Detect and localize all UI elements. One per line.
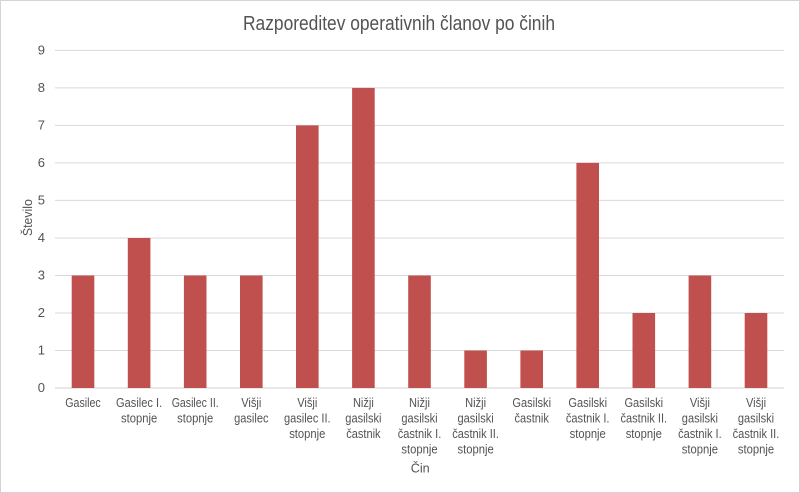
svg-text:gasilski: gasilski <box>738 411 774 426</box>
svg-text:Nižji: Nižji <box>465 395 486 410</box>
svg-text:častnik I.: častnik I. <box>678 426 722 441</box>
svg-text:3: 3 <box>38 268 45 283</box>
svg-text:častnik: častnik <box>346 426 381 441</box>
svg-text:stopnje: stopnje <box>738 442 774 457</box>
svg-text:Gasilski: Gasilski <box>624 395 663 410</box>
svg-text:Nižji: Nižji <box>353 395 374 410</box>
svg-text:Višji: Višji <box>241 395 261 410</box>
svg-text:2: 2 <box>38 305 45 320</box>
svg-text:8: 8 <box>38 80 45 95</box>
svg-text:5: 5 <box>38 192 45 207</box>
svg-text:gasilec: gasilec <box>234 411 269 426</box>
svg-text:častnik I.: častnik I. <box>398 426 442 441</box>
svg-text:0: 0 <box>38 380 45 395</box>
svg-text:Gasilski: Gasilski <box>568 395 607 410</box>
svg-text:Nižji: Nižji <box>409 395 430 410</box>
svg-text:častnik II.: častnik II. <box>733 426 780 441</box>
svg-text:stopnje: stopnje <box>682 442 718 457</box>
svg-text:4: 4 <box>38 230 45 245</box>
svg-text:Gasilec II.: Gasilec II. <box>172 395 219 410</box>
svg-text:gasilski: gasilski <box>458 411 494 426</box>
svg-text:Višji: Višji <box>746 395 766 410</box>
svg-text:stopnje: stopnje <box>177 411 213 426</box>
svg-text:častnik II.: častnik II. <box>620 411 667 426</box>
svg-text:Število: Število <box>20 199 35 236</box>
svg-text:7: 7 <box>38 117 45 132</box>
svg-text:častnik: častnik <box>515 411 550 426</box>
svg-text:Višji: Višji <box>690 395 710 410</box>
svg-text:Gasilec: Gasilec <box>65 395 101 410</box>
svg-text:gasilec II.: gasilec II. <box>284 411 331 426</box>
svg-text:Čin: Čin <box>411 461 430 476</box>
svg-text:Razporeditev operativnih člano: Razporeditev operativnih članov po činih <box>243 13 555 35</box>
svg-text:1: 1 <box>38 343 45 358</box>
svg-text:častnik I.: častnik I. <box>566 411 610 426</box>
svg-text:častnik II.: častnik II. <box>452 426 499 441</box>
svg-text:stopnje: stopnje <box>401 442 437 457</box>
svg-text:Gasilec I.: Gasilec I. <box>116 395 162 410</box>
svg-text:Višji: Višji <box>297 395 317 410</box>
svg-text:stopnje: stopnje <box>570 426 606 441</box>
svg-text:6: 6 <box>38 155 45 170</box>
svg-text:gasilski: gasilski <box>682 411 718 426</box>
svg-text:stopnje: stopnje <box>626 426 662 441</box>
svg-text:9: 9 <box>38 42 45 57</box>
svg-text:stopnje: stopnje <box>121 411 157 426</box>
svg-text:gasilski: gasilski <box>345 411 381 426</box>
svg-text:stopnje: stopnje <box>458 442 494 457</box>
svg-text:gasilski: gasilski <box>401 411 437 426</box>
svg-text:stopnje: stopnje <box>289 426 325 441</box>
svg-text:Gasilski: Gasilski <box>512 395 551 410</box>
